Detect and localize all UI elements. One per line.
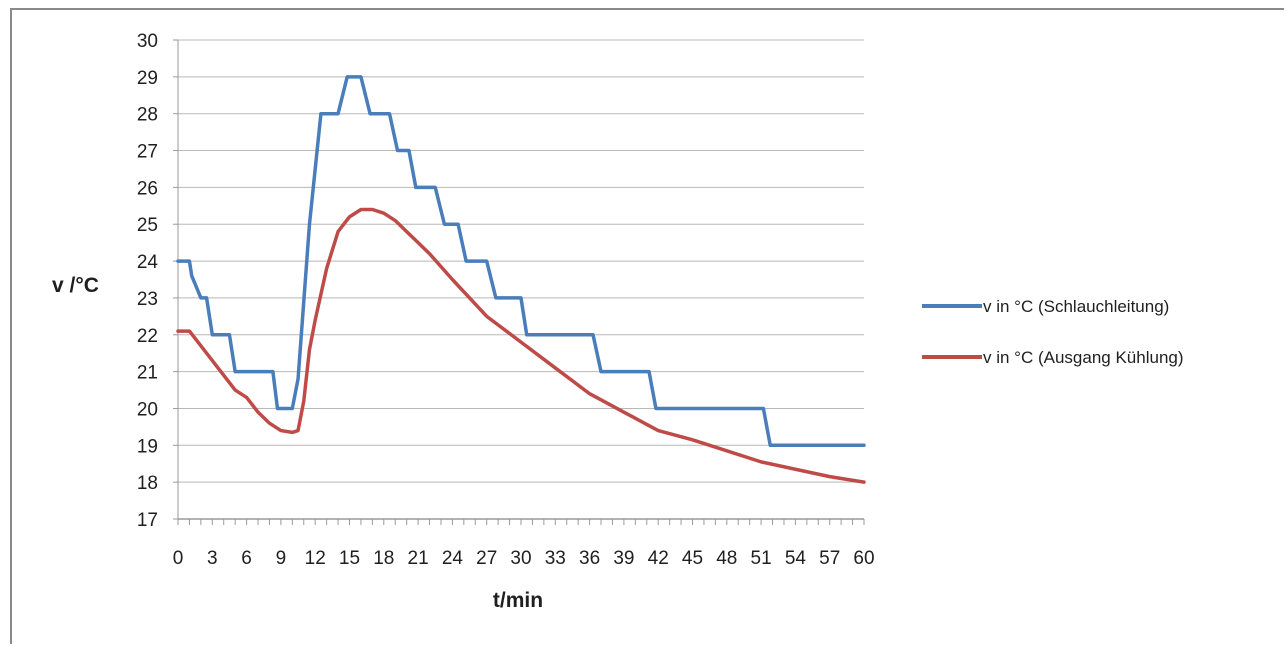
x-tick-label: 30 bbox=[510, 548, 531, 569]
y-tick-labels: 17 18 19 20 21 22 23 24 25 26 27 28 29 30 bbox=[137, 31, 159, 531]
x-tick-label: 15 bbox=[339, 548, 360, 569]
x-tick-label: 18 bbox=[373, 548, 394, 569]
x-tick-label: 24 bbox=[442, 548, 464, 569]
x-tick-label: 0 bbox=[173, 548, 184, 569]
y-tick-label: 19 bbox=[137, 436, 158, 457]
y-tick-label: 29 bbox=[137, 68, 158, 89]
series-line bbox=[176, 75, 866, 448]
y-tick-label: 24 bbox=[137, 252, 159, 273]
y-tick-label: 22 bbox=[137, 326, 158, 347]
x-tick-label: 36 bbox=[579, 548, 600, 569]
x-tick-label: 51 bbox=[751, 548, 772, 569]
y-tick-label: 28 bbox=[137, 105, 158, 126]
x-tick-label: 60 bbox=[853, 548, 874, 569]
x-tick-label: 27 bbox=[476, 548, 497, 569]
legend-label: v in °C (Schlauchleitung) bbox=[983, 297, 1169, 316]
y-tick-label: 23 bbox=[137, 289, 158, 310]
y-tick-label: 25 bbox=[137, 215, 158, 236]
x-tick-label: 21 bbox=[408, 548, 429, 569]
x-tick-label: 48 bbox=[716, 548, 737, 569]
x-tick-label: 54 bbox=[785, 548, 807, 569]
x-tick-label: 42 bbox=[648, 548, 669, 569]
x-tick-label: 9 bbox=[276, 548, 287, 569]
gridlines bbox=[178, 39, 864, 483]
x-tick-label: 45 bbox=[682, 548, 703, 569]
y-tick-label: 17 bbox=[137, 510, 158, 531]
y-tick-label: 21 bbox=[137, 363, 158, 384]
y-tick-label: 30 bbox=[137, 31, 158, 52]
y-tick-label: 20 bbox=[137, 399, 158, 420]
series-line bbox=[176, 207, 866, 484]
y-tick-label: 26 bbox=[137, 178, 158, 199]
axes bbox=[173, 39, 865, 525]
x-tick-label: 39 bbox=[613, 548, 634, 569]
x-tick-label: 12 bbox=[305, 548, 326, 569]
x-tick-labels: 0 3 6 9 12 15 18 21 24 27 30 33 36 39 42 45 48 51 54 57 60 bbox=[173, 548, 875, 569]
series-lines bbox=[176, 75, 866, 484]
legend-label: v in °C (Ausgang Kühlung) bbox=[983, 348, 1184, 367]
x-axis-title: t/min bbox=[493, 589, 543, 612]
y-axis-title: v /°C bbox=[52, 274, 99, 297]
x-tick-label: 6 bbox=[241, 548, 252, 569]
y-tick-label: 18 bbox=[137, 473, 158, 494]
x-tick-label: 33 bbox=[545, 548, 566, 569]
legend: v in °C (Schlauchleitung) v in °C (Ausgan… bbox=[922, 297, 1184, 367]
y-tick-label: 27 bbox=[137, 142, 158, 163]
x-tick-label: 3 bbox=[207, 548, 218, 569]
x-tick-label: 57 bbox=[819, 548, 840, 569]
